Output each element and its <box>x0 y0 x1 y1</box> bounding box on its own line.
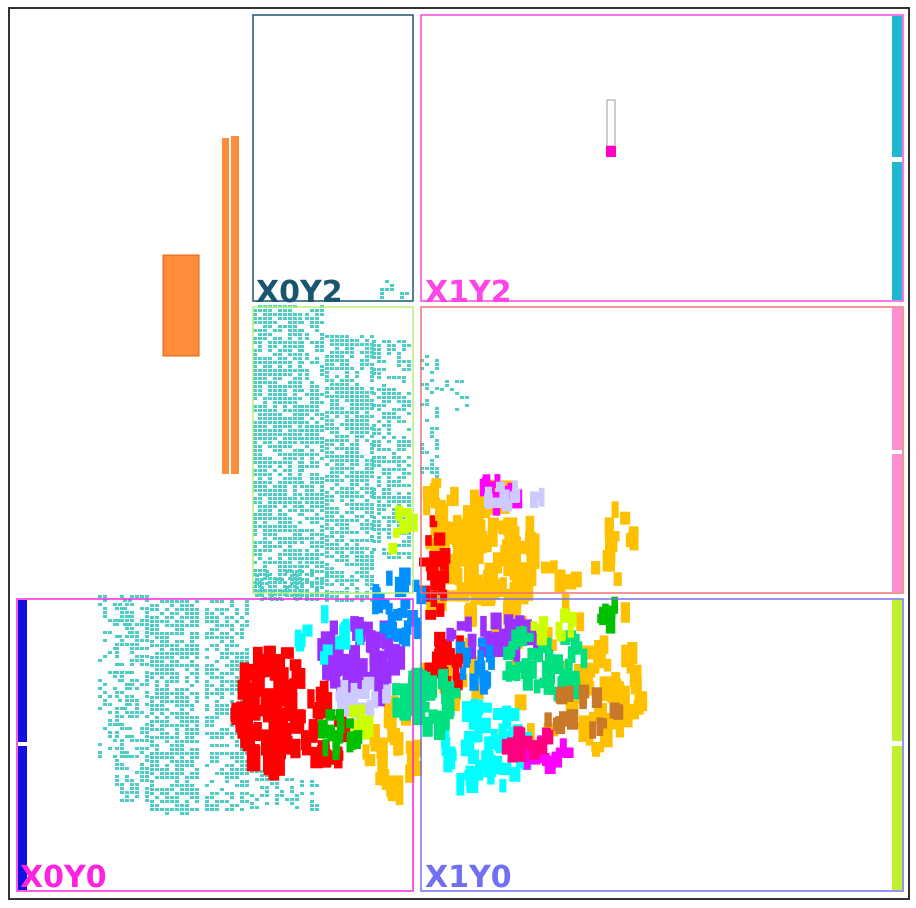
io-column-left <box>222 138 229 474</box>
io-column <box>162 136 239 474</box>
pblock-marker <box>606 99 616 157</box>
region-x0y0[interactable] <box>16 598 414 892</box>
strip-x1y0-top <box>892 600 902 741</box>
region-x0y1[interactable] <box>252 306 414 594</box>
colored-cell-clusters <box>230 474 648 806</box>
cyan-logic-cells <box>98 280 469 815</box>
io-block <box>162 254 200 357</box>
label-x0y2: X0Y2 <box>256 275 343 310</box>
label-x1y2: X1Y2 <box>425 275 512 310</box>
strip-x0y0-bottom <box>18 746 27 890</box>
edge-strips <box>18 16 902 890</box>
strip-x1y0-bottom <box>892 746 902 890</box>
region-x1y0[interactable] <box>420 598 904 892</box>
io-column-right <box>231 136 239 474</box>
strip-x1y1-bottom <box>892 454 902 592</box>
strip-x1y2-top <box>892 16 902 157</box>
region-x0y2[interactable] <box>252 14 414 302</box>
region-x1y2[interactable] <box>420 14 904 302</box>
pblock-outline <box>606 99 616 147</box>
clock-regions <box>16 14 904 892</box>
label-x1y0: X1Y0 <box>425 860 512 895</box>
strip-x1y1-top <box>892 308 902 450</box>
label-x0y0: X0Y0 <box>20 860 107 895</box>
region-x1y1[interactable] <box>420 306 904 594</box>
strip-x0y0-top <box>18 600 27 742</box>
pblock-cell <box>606 146 616 157</box>
strip-x1y2-bottom <box>892 162 902 300</box>
